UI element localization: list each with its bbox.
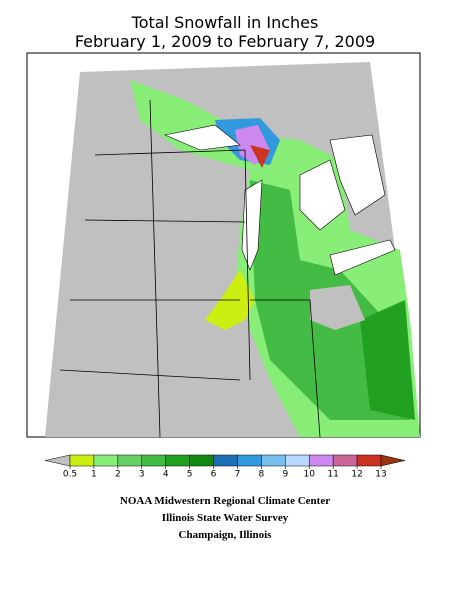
colorbar-bin <box>69 454 95 467</box>
colorbar-bin <box>189 454 214 467</box>
tick-label: 10 <box>304 470 316 480</box>
snow-area <box>360 300 415 420</box>
colorbar-bin <box>332 454 358 467</box>
colorbar-bin <box>237 454 262 467</box>
colorbar-bin <box>285 454 310 467</box>
bare-area <box>310 285 365 330</box>
tick-label: 7 <box>235 470 241 480</box>
credit: Illinois State Water Survey <box>162 512 289 524</box>
colorbar: 0.5 1 2 3 4 5 6 7 8 9 10 11 12 13 <box>44 454 406 480</box>
borders <box>59 99 321 438</box>
tick-label: 6 <box>211 470 217 480</box>
tick-label: 1 <box>91 470 97 480</box>
colorbar-bin <box>261 454 286 467</box>
tick-label: 11 <box>327 470 338 480</box>
colorbar-bin <box>213 454 238 467</box>
tick-label: 5 <box>187 470 193 480</box>
colorbar-under <box>44 454 71 467</box>
colorbar-bin <box>356 454 382 467</box>
colorbar-bin <box>165 454 190 467</box>
tick-label: 13 <box>375 470 386 480</box>
land-outside <box>329 134 386 216</box>
lake <box>329 239 396 276</box>
colorbar-over <box>380 454 406 467</box>
colorbar-bin <box>93 454 119 467</box>
tick-label: 12 <box>351 470 362 480</box>
credit: Champaign, Illinois <box>179 529 273 541</box>
tick-label: 8 <box>259 470 265 480</box>
tick-label: 3 <box>139 470 145 480</box>
title-line: Total Snowfall in Inches <box>131 13 319 32</box>
tick-label: 4 <box>163 470 169 480</box>
credit: NOAA Midwestern Regional Climate Center <box>120 495 330 507</box>
tick-label: 2 <box>115 470 121 480</box>
colorbar-bin <box>117 454 143 467</box>
lake <box>163 124 241 151</box>
snow-area <box>250 145 270 168</box>
colorbar-bin <box>141 454 166 467</box>
map <box>26 52 421 438</box>
lake <box>299 159 346 231</box>
title-line: February 1, 2009 to February 7, 2009 <box>75 32 375 51</box>
tick-label: 9 <box>282 470 288 480</box>
tick-label: 0.5 <box>63 470 77 480</box>
colorbar-bin <box>308 454 334 467</box>
